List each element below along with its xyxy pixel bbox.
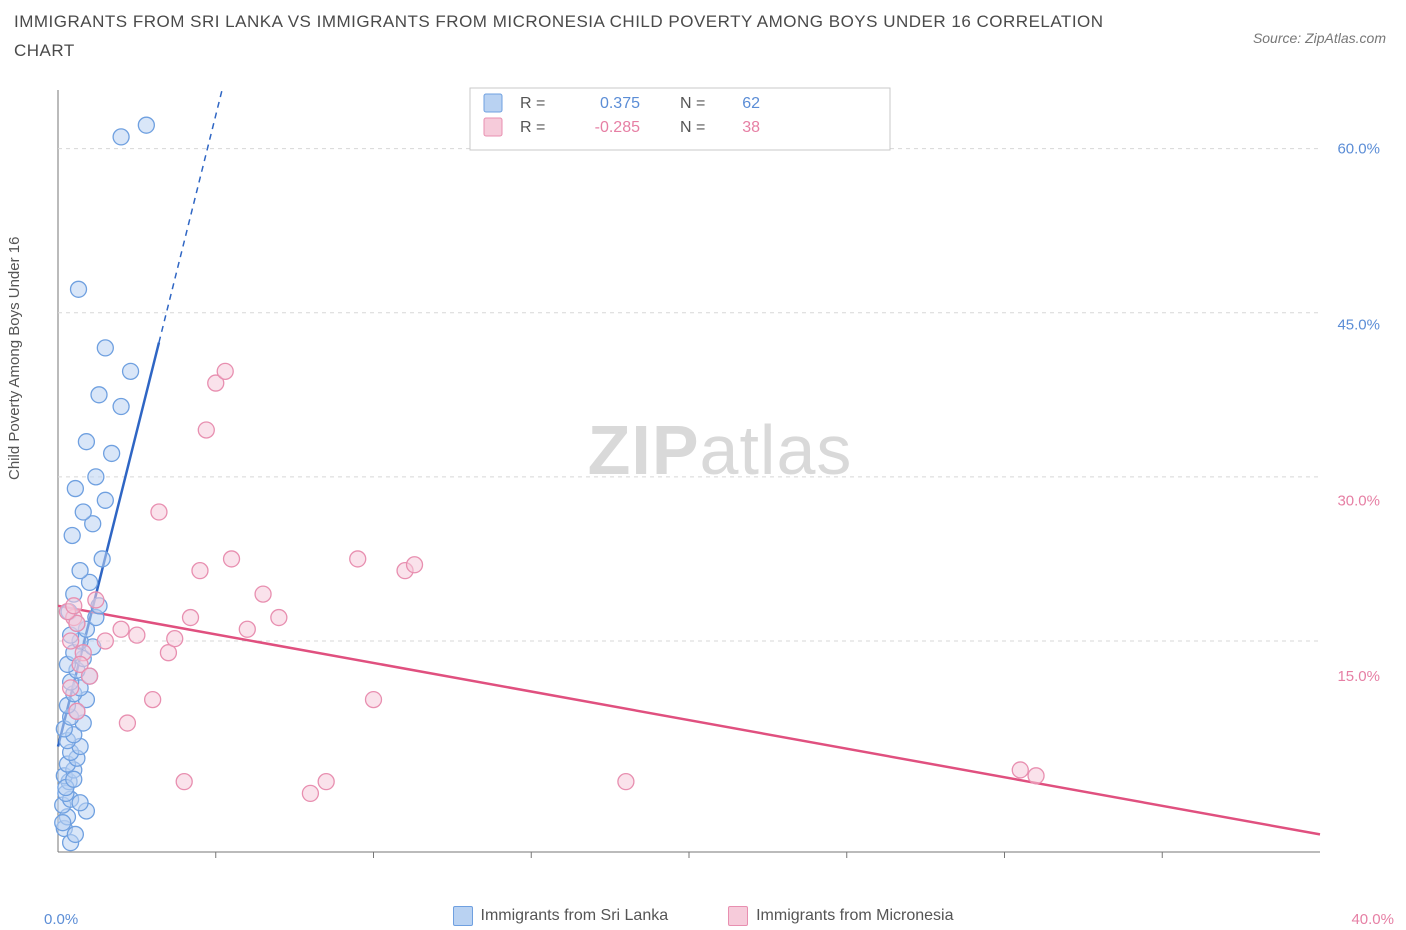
svg-text:30.0%: 30.0% — [1337, 492, 1380, 509]
legend-swatch-blue — [453, 906, 473, 926]
svg-text:-0.285: -0.285 — [595, 119, 640, 136]
svg-text:45.0%: 45.0% — [1337, 316, 1380, 333]
svg-text:0.375: 0.375 — [600, 95, 640, 112]
svg-text:N =: N = — [680, 95, 705, 112]
svg-text:38: 38 — [742, 119, 760, 136]
svg-text:60.0%: 60.0% — [1337, 141, 1380, 158]
bottom-legend: Immigrants from Sri Lanka Immigrants fro… — [0, 906, 1406, 926]
source-citation: Source: ZipAtlas.com — [1253, 30, 1386, 46]
legend-item-blue: Immigrants from Sri Lanka — [453, 906, 669, 926]
y-axis-label: Child Poverty Among Boys Under 16 — [6, 237, 23, 480]
legend-item-pink: Immigrants from Micronesia — [728, 906, 953, 926]
legend-label-pink: Immigrants from Micronesia — [756, 907, 953, 925]
chart-title: IMMIGRANTS FROM SRI LANKA VS IMMIGRANTS … — [14, 8, 1134, 66]
scatter-svg: 15.0% 30.0% 45.0% 60.0% R = 0.375 N = 62 R = -0.2… — [50, 82, 1390, 882]
svg-text:R =: R = — [520, 119, 545, 136]
plot-area: ZIPatlas 15.0%30.0%45.0%60.0%R =0.375N =… — [50, 82, 1390, 882]
legend-swatch-pink — [728, 906, 748, 926]
svg-text:15.0%: 15.0% — [1337, 668, 1380, 685]
svg-text:R =: R = — [520, 95, 545, 112]
svg-text:62: 62 — [742, 95, 760, 112]
svg-text:N =: N = — [680, 119, 705, 136]
legend-label-blue: Immigrants from Sri Lanka — [481, 907, 669, 925]
